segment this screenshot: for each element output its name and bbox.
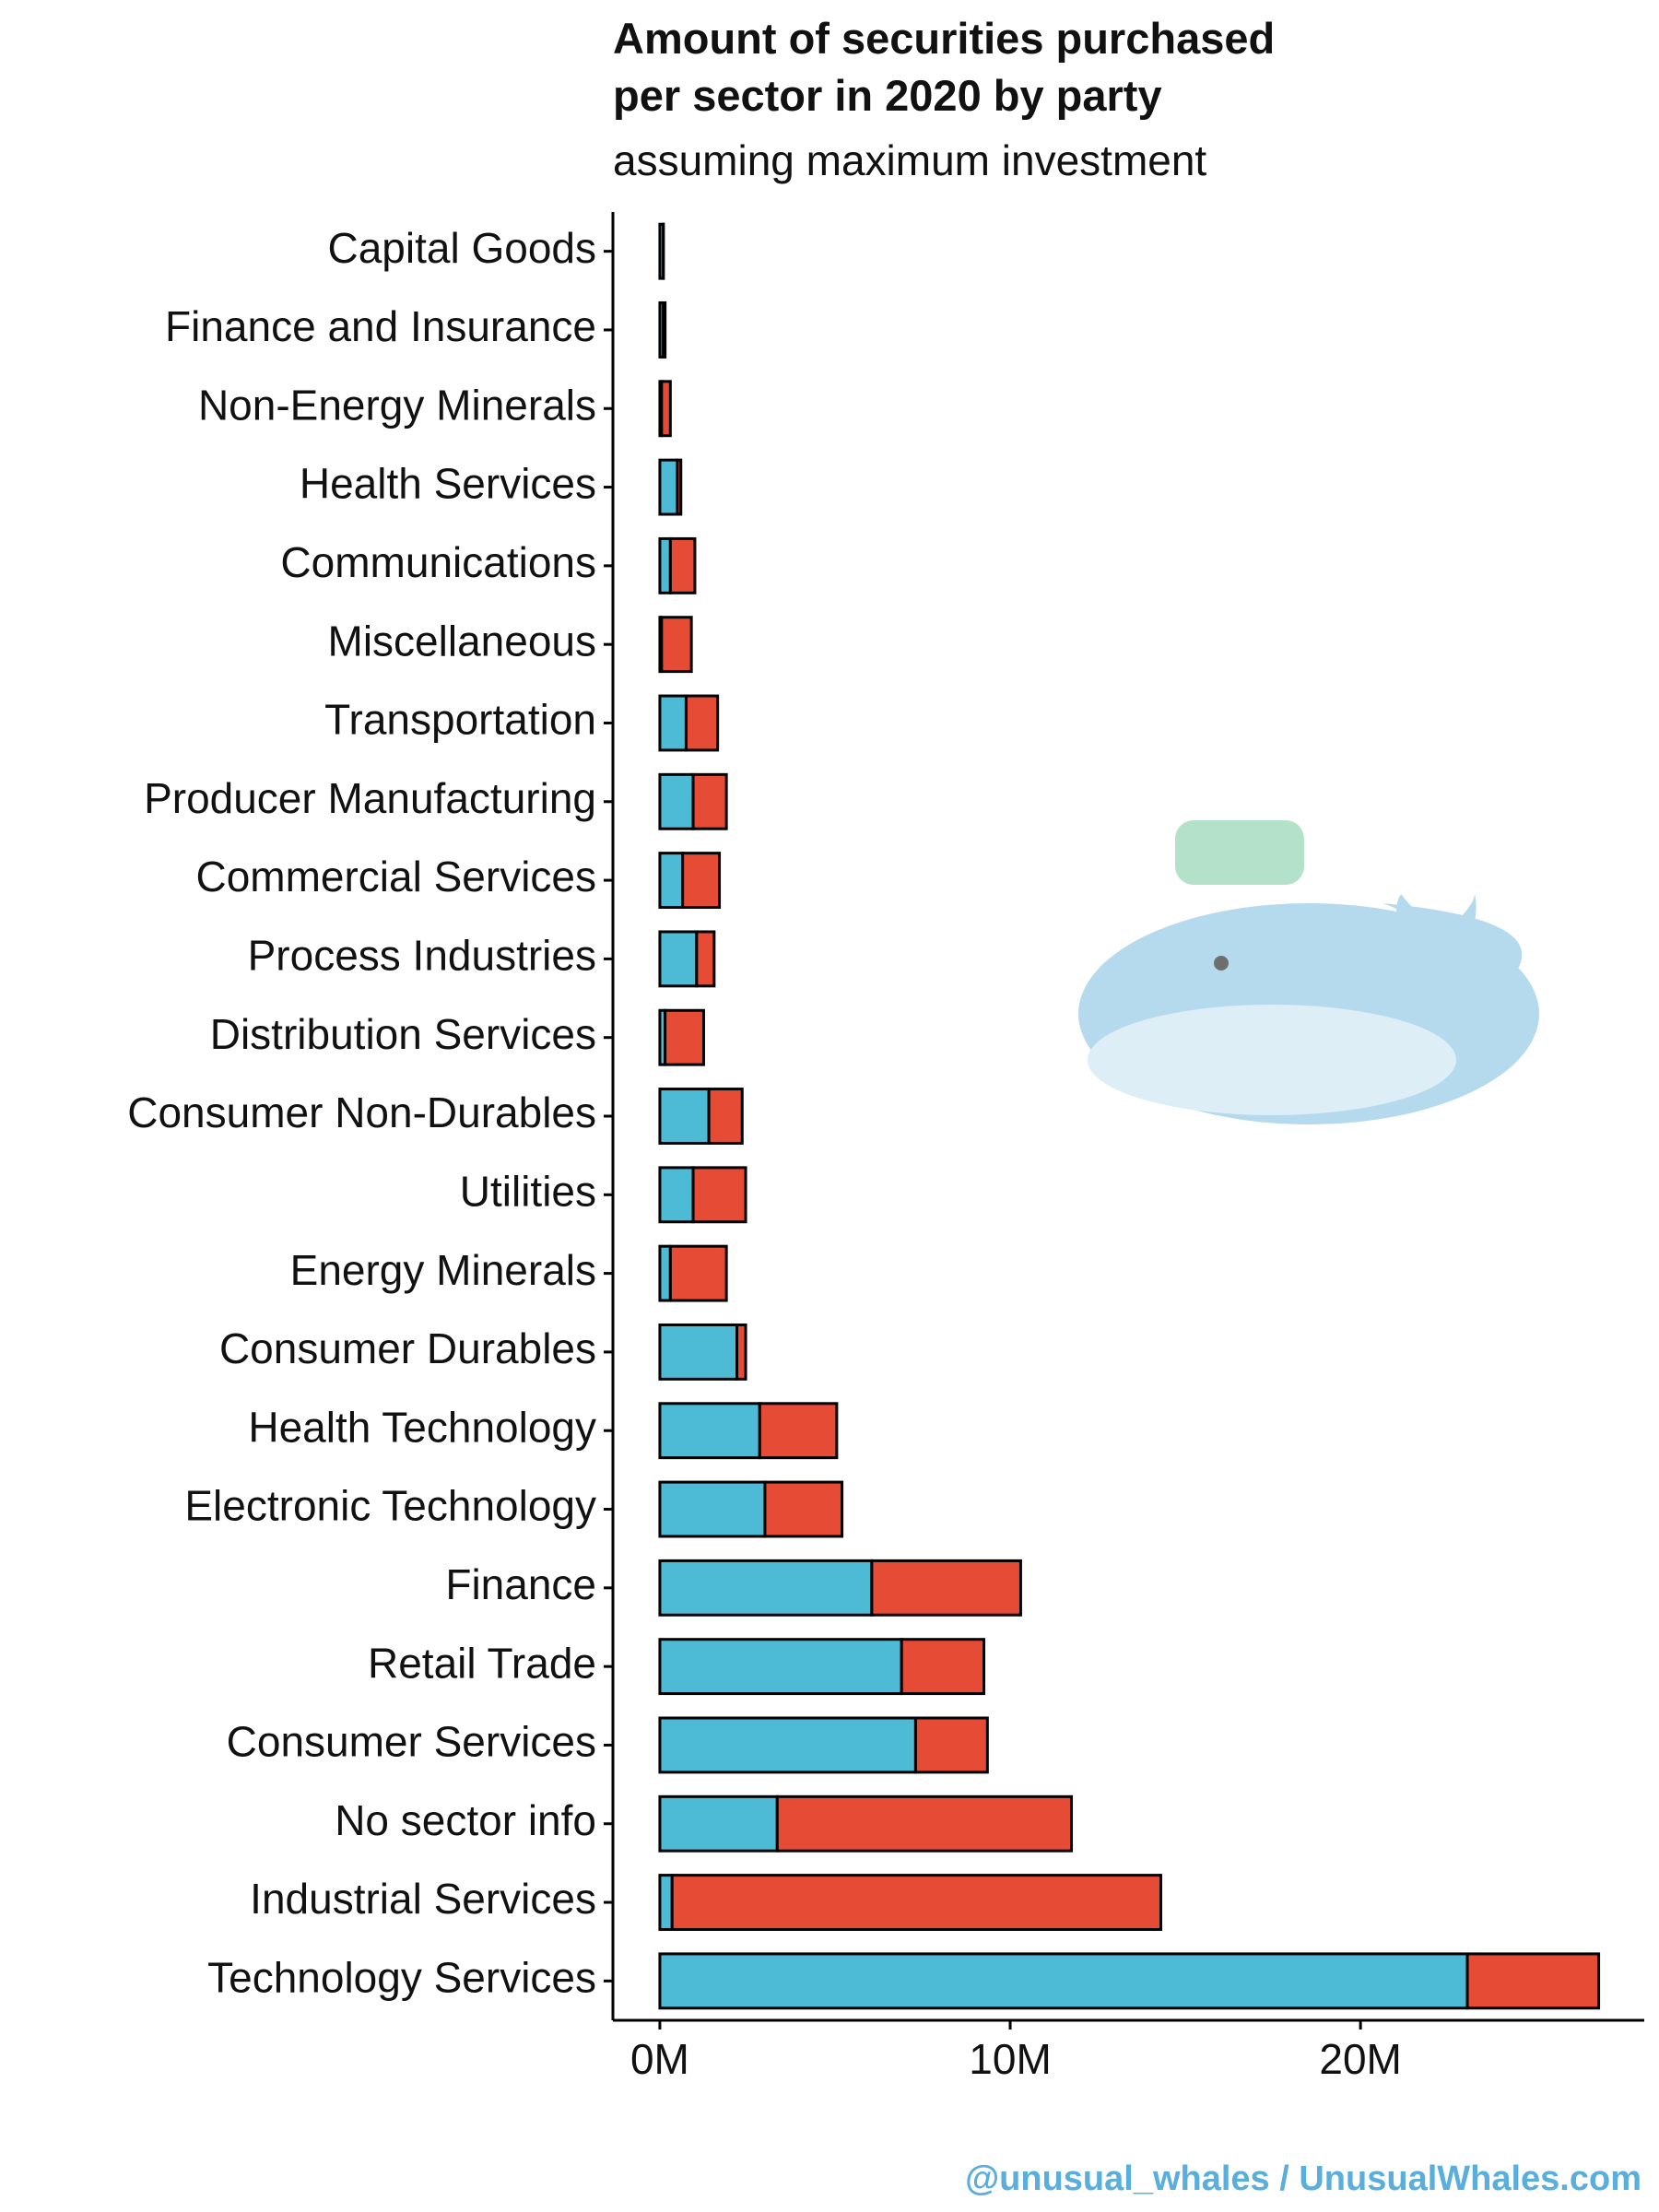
y-tick-label: Health Technology: [248, 1403, 596, 1451]
bar-segment: [658, 1480, 767, 1538]
y-tick-label: Capital Goods: [328, 224, 597, 272]
bar-segment: [668, 536, 697, 594]
y-tick-label: Commercial Services: [195, 853, 596, 900]
bar-segment: [658, 1323, 739, 1381]
y-tick-label: Health Services: [300, 460, 596, 508]
bar-segment: [658, 930, 699, 988]
bar-segment: [658, 458, 679, 516]
bar-segment: [691, 1166, 747, 1224]
y-tick-label: Industrial Services: [250, 1875, 596, 1923]
x-tick-label: 0M: [630, 2035, 689, 2083]
chart-subtitle: assuming maximum investment: [613, 136, 1206, 184]
bar-segment: [660, 380, 672, 438]
y-tick-label: Producer Manufacturing: [144, 774, 596, 822]
bar-segment: [900, 1638, 986, 1696]
bar-segment: [660, 616, 693, 674]
bar-segment: [658, 1952, 1469, 2010]
bar-segment: [664, 1008, 705, 1066]
footer: @unusual_whales / UnusualWhales.com: [965, 2159, 1641, 2198]
y-tick-label: Finance and Insurance: [165, 302, 596, 350]
bar-segment: [662, 301, 667, 359]
y-tick-label: Consumer Non-Durables: [127, 1088, 596, 1136]
bar-segment: [670, 1874, 1162, 1931]
bar-segment: [658, 1166, 695, 1224]
bar-segment: [707, 1088, 744, 1145]
y-tick-label: Non-Energy Minerals: [198, 381, 596, 429]
y-tick-label: Distribution Services: [210, 1010, 596, 1058]
chart-title: Amount of securities purchased per sector…: [613, 14, 1275, 120]
y-tick-label: Consumer Services: [227, 1718, 596, 1766]
bar-segment: [658, 772, 695, 830]
bar-segment: [691, 772, 728, 830]
bar-segment: [758, 1402, 839, 1460]
bar-segment: [658, 1794, 779, 1853]
bar-segment: [1465, 1952, 1601, 2010]
bar-segment: [735, 1323, 747, 1381]
bar-segment: [681, 852, 722, 910]
whale-logo: [1078, 820, 1539, 1124]
y-tick-label: Communications: [280, 538, 596, 586]
y-tick-label: Electronic Technology: [184, 1482, 596, 1530]
y-tick-label: Technology Services: [207, 1954, 596, 2002]
x-tick-label: 20M: [1319, 2035, 1401, 2083]
y-tick-label: Finance: [445, 1560, 596, 1608]
bar-segment: [763, 1480, 844, 1538]
y-tick-label: Consumer Durables: [219, 1324, 596, 1372]
bar-segment: [775, 1794, 1074, 1853]
bar-segment: [668, 1244, 728, 1302]
bar-segment: [658, 1874, 674, 1931]
y-tick-label: Utilities: [460, 1167, 596, 1215]
y-tick-label: Process Industries: [248, 932, 596, 980]
bar-segment: [658, 1402, 761, 1460]
bar-segment: [658, 694, 688, 752]
x-tick-label: 10M: [969, 2035, 1051, 2083]
bar-segment: [658, 1638, 903, 1696]
bar-segment: [658, 852, 685, 910]
bar-segment: [658, 536, 672, 594]
bar-segment: [913, 1716, 989, 1774]
y-tick-label: No sector info: [335, 1796, 596, 1844]
bar-segment: [870, 1559, 1022, 1617]
y-tick-label: Energy Minerals: [290, 1246, 596, 1294]
bar-segment: [658, 1088, 711, 1145]
y-tick-label: Transportation: [324, 696, 596, 744]
y-tick-label: Miscellaneous: [328, 617, 596, 665]
bar-segment: [695, 930, 716, 988]
bar-segment: [658, 1559, 874, 1617]
y-tick-label: Retail Trade: [368, 1639, 596, 1687]
bar-segment: [676, 458, 683, 516]
bar-segment: [684, 694, 720, 752]
bar-segment: [658, 1716, 917, 1774]
bar-segment: [658, 1244, 672, 1302]
